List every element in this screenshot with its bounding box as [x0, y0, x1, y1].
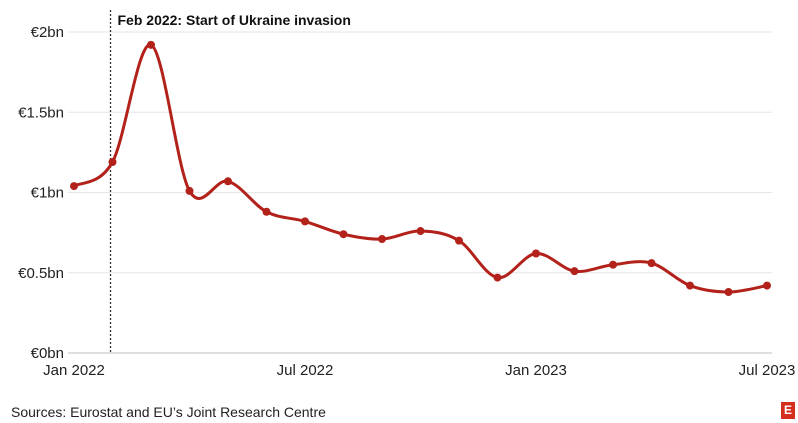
data-point	[686, 281, 694, 290]
data-point	[108, 158, 117, 167]
source-note: Sources: Eurostat and EU’s Joint Researc…	[11, 404, 326, 420]
data-point	[378, 235, 386, 244]
data-point	[301, 217, 309, 226]
data-point	[493, 273, 502, 282]
y-axis-tick-labels: €0bn €0.5bn €1bn €1.5bn €2bn	[18, 24, 64, 362]
data-point	[416, 227, 425, 236]
data-point	[763, 281, 771, 290]
data-point	[147, 40, 155, 49]
y-tick-label: €0.5bn	[18, 265, 64, 282]
data-point	[339, 230, 348, 239]
data-point	[724, 288, 733, 297]
data-point	[532, 249, 540, 258]
grid-lines	[68, 31, 772, 354]
series-line	[72, 43, 769, 294]
data-point	[262, 207, 271, 216]
data-point	[185, 186, 194, 195]
y-tick-label: €1bn	[31, 185, 64, 202]
x-axis-tick-labels: Jan 2022 Jul 2022 Jan 2023 Jul 2023	[43, 362, 795, 379]
data-point	[609, 260, 617, 269]
data-point	[70, 182, 78, 191]
annotation: Feb 2022: Start of Ukraine invasion	[109, 10, 351, 353]
data-point	[570, 267, 579, 276]
data-point	[455, 236, 463, 245]
x-tick-label: Jul 2022	[277, 362, 334, 379]
x-tick-label: Jul 2023	[739, 362, 796, 379]
x-tick-label: Jan 2023	[505, 362, 567, 379]
y-tick-label: €2bn	[31, 24, 64, 41]
series-line-group	[70, 40, 771, 297]
data-point	[224, 177, 232, 186]
y-tick-label: €1.5bn	[18, 104, 64, 121]
y-tick-label: €0bn	[31, 345, 64, 362]
x-tick-label: Jan 2022	[43, 362, 105, 379]
brand-logo: E	[781, 402, 795, 419]
annotation-label: Feb 2022: Start of Ukraine invasion	[118, 12, 351, 28]
data-point	[647, 259, 656, 268]
